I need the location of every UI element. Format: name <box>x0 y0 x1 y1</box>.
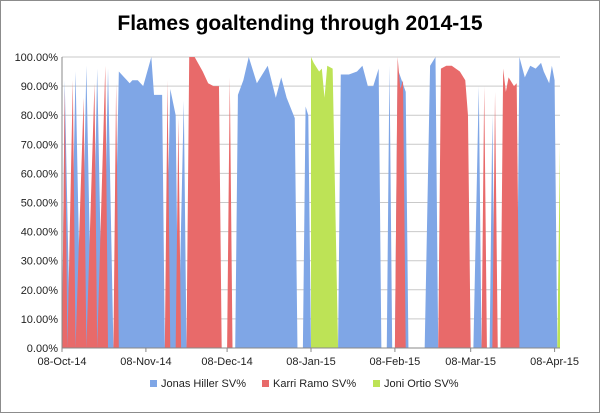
x-tick-label: 08-Jan-15 <box>286 356 336 368</box>
series-area-2 <box>311 57 560 348</box>
legend-label: Joni Ortio SV% <box>384 378 459 390</box>
x-tick-label: 08-Mar-15 <box>445 356 496 368</box>
x-tick-label: 08-Dec-14 <box>201 356 252 368</box>
legend-swatch <box>373 380 380 387</box>
legend-swatch <box>150 380 157 387</box>
y-tick-label: 40.00% <box>21 227 59 239</box>
y-axis-ticks: 0.00% 10.00% 20.00% 30.00% 40.00% 50.00% 60.00… <box>15 52 59 355</box>
y-tick-label: 60.00% <box>21 168 59 180</box>
chart-title: Flames goaltending through 2014-15 <box>117 12 483 35</box>
y-tick-label: 10.00% <box>21 314 59 326</box>
x-tick-label: 08-Nov-14 <box>120 356 171 368</box>
x-tick-label: 08-Oct-14 <box>38 356 87 368</box>
y-tick-label: 30.00% <box>21 256 59 268</box>
legend-swatch <box>262 380 269 387</box>
y-tick-label: 50.00% <box>21 198 59 210</box>
y-tick-label: 70.00% <box>21 139 59 151</box>
legend-label: Jonas Hiller SV% <box>161 378 246 390</box>
y-tick-label: 80.00% <box>21 110 59 122</box>
series-area-0 <box>62 57 558 348</box>
y-tick-label: 90.00% <box>21 81 59 93</box>
legend-label: Karri Ramo SV% <box>273 378 356 390</box>
x-tick-label: 08-Feb-15 <box>370 356 421 368</box>
x-axis-ticks: 08-Oct-14 08-Nov-14 08-Dec-14 08-Jan-15 08-F… <box>38 348 579 368</box>
y-tick-label: 20.00% <box>21 285 59 297</box>
legend: Jonas Hiller SV% Karri Ramo SV% Joni Ortio… <box>150 378 459 390</box>
y-tick-label: 100.00% <box>15 52 59 64</box>
series-areas <box>62 57 560 348</box>
x-tick-label: 08-Apr-15 <box>530 356 579 368</box>
y-tick-label: 0.00% <box>27 343 58 355</box>
